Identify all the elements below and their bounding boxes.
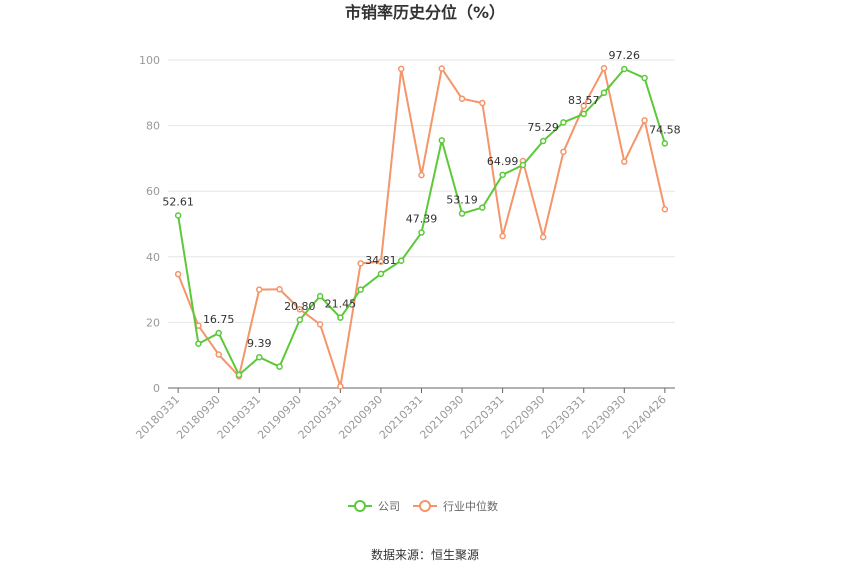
data-point [195, 340, 202, 347]
data-point [397, 257, 405, 264]
data-point [580, 102, 587, 110]
data-label: 20.80 [284, 300, 316, 313]
data-point [276, 286, 283, 293]
data-point [661, 140, 669, 147]
data-point [276, 363, 283, 370]
data-point [357, 286, 364, 293]
data-point [539, 233, 547, 241]
data-point [560, 119, 567, 126]
data-point [357, 260, 364, 267]
data-label: 16.75 [203, 313, 235, 326]
data-point [418, 229, 425, 236]
data-point [438, 137, 446, 144]
data-point [316, 321, 324, 328]
data-point [600, 89, 608, 97]
x-tick-label: 20240426 [620, 393, 669, 442]
data-point [397, 65, 405, 73]
data-label: 64.99 [487, 155, 519, 168]
data-point [256, 353, 263, 361]
data-label: 97.26 [609, 49, 641, 62]
grid [168, 59, 675, 323]
data-point [174, 212, 182, 219]
y-tick-label: 80 [146, 120, 160, 133]
data-point [519, 161, 527, 169]
data-point [479, 99, 486, 107]
data-point [621, 158, 628, 165]
data-point [235, 371, 243, 379]
data-point [580, 110, 587, 118]
data-point [458, 210, 466, 217]
data-point [296, 306, 304, 313]
data-label: 21.45 [325, 298, 357, 311]
data-point [174, 270, 182, 278]
data-point [316, 292, 324, 300]
data-point [215, 329, 222, 337]
legend-marker-company [354, 500, 366, 512]
data-point [600, 64, 608, 72]
data-label: 75.29 [527, 121, 559, 134]
data-point [479, 204, 486, 211]
data-label: 34.81 [365, 254, 397, 267]
data-point [256, 286, 263, 293]
data-point [641, 117, 648, 124]
data-label: 47.39 [406, 213, 438, 226]
data-point [215, 351, 222, 358]
legend-label-company: 公司 [378, 500, 400, 513]
data-label: 74.58 [649, 123, 681, 136]
data-point [641, 74, 648, 82]
x-axis: 2018033120180930201903312019093020200331… [133, 387, 675, 442]
data-point [337, 314, 344, 321]
y-tick-label: 100 [139, 54, 160, 67]
y-tick-label: 40 [146, 251, 160, 264]
legend-marker-industry-median [419, 500, 431, 512]
data-point [499, 232, 506, 240]
legend-item-industry-median[interactable]: 行业中位数 [413, 499, 498, 513]
chart-title: 市销率历史分位（%） [345, 3, 505, 22]
data-point [621, 65, 628, 73]
data-label: 9.39 [247, 337, 272, 350]
series-company [174, 65, 669, 379]
data-point [296, 316, 304, 324]
y-tick-label: 20 [146, 316, 160, 329]
data-point [661, 205, 669, 213]
data-point [418, 171, 425, 179]
data-point [499, 171, 506, 179]
data-label: 83.57 [568, 94, 600, 107]
legend[interactable]: 公司 行业中位数 [348, 499, 498, 513]
data-point [438, 65, 446, 72]
data-label: 53.19 [446, 194, 478, 207]
y-axis: 0 20 40 60 80 100 [139, 54, 160, 395]
data-point [337, 383, 344, 390]
legend-label-industry-median: 行业中位数 [443, 499, 498, 513]
y-tick-label: 0 [153, 382, 160, 395]
data-label: 52.61 [162, 195, 194, 208]
data-point [377, 270, 385, 278]
data-point [377, 258, 385, 265]
y-tick-label: 60 [146, 185, 160, 198]
series-industry-median [174, 64, 669, 390]
data-labels: 52.61 16.75 9.39 20.80 21.45 34.81 47.39 53.19 6… [162, 49, 680, 350]
data-point [539, 137, 547, 145]
data-point [560, 148, 567, 156]
legend-item-company[interactable]: 公司 [348, 500, 400, 513]
data-point [458, 95, 466, 102]
data-source: 数据来源：恒生聚源 [371, 547, 479, 562]
